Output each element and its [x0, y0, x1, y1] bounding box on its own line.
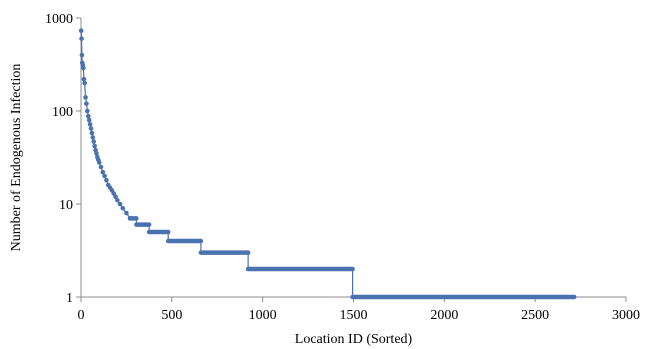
data-point [82, 81, 87, 86]
data-point [92, 144, 97, 149]
data-point [128, 216, 133, 221]
x-tick-label: 2000 [430, 308, 458, 323]
data-point [83, 95, 88, 100]
data-point [81, 66, 86, 71]
data-point [79, 36, 84, 41]
data-point [120, 206, 125, 211]
x-tick-label: 1500 [340, 308, 368, 323]
data-point [87, 118, 92, 123]
y-tick-label: 100 [52, 105, 73, 120]
data-point [124, 211, 129, 216]
x-tick-label: 1000 [249, 308, 277, 323]
series-infections [79, 28, 574, 297]
x-tick-label: 3000 [612, 308, 640, 323]
data-point [82, 77, 87, 82]
data-point [84, 101, 89, 106]
series-line [81, 31, 574, 297]
x-ticks: 0 500 1000 1500 2000 2500 3000 [78, 297, 641, 323]
data-point [90, 131, 95, 136]
x-tick-label: 2500 [521, 308, 549, 323]
data-point [104, 178, 109, 183]
y-ticks: 1 10 100 1000 [45, 12, 81, 306]
data-point [79, 28, 84, 33]
data-point [99, 165, 104, 170]
data-point [88, 122, 93, 127]
data-point [86, 114, 91, 119]
data-point [102, 174, 107, 179]
x-tick-label: 500 [161, 308, 182, 323]
x-tick-label: 0 [78, 308, 85, 323]
y-tick-label: 10 [59, 198, 73, 213]
data-point [80, 53, 85, 58]
data-point [91, 139, 96, 144]
y-tick-label: 1000 [45, 12, 73, 27]
x-axis-title: Location ID (Sorted) [295, 332, 413, 347]
data-point [118, 202, 123, 207]
data-point [97, 160, 102, 165]
data-point [115, 198, 120, 203]
data-point [89, 126, 94, 131]
y-axis-title: Number of Endogenous Infection [9, 64, 24, 252]
data-point [91, 135, 96, 140]
data-point [85, 109, 90, 114]
y-tick-label: 1 [66, 291, 73, 306]
